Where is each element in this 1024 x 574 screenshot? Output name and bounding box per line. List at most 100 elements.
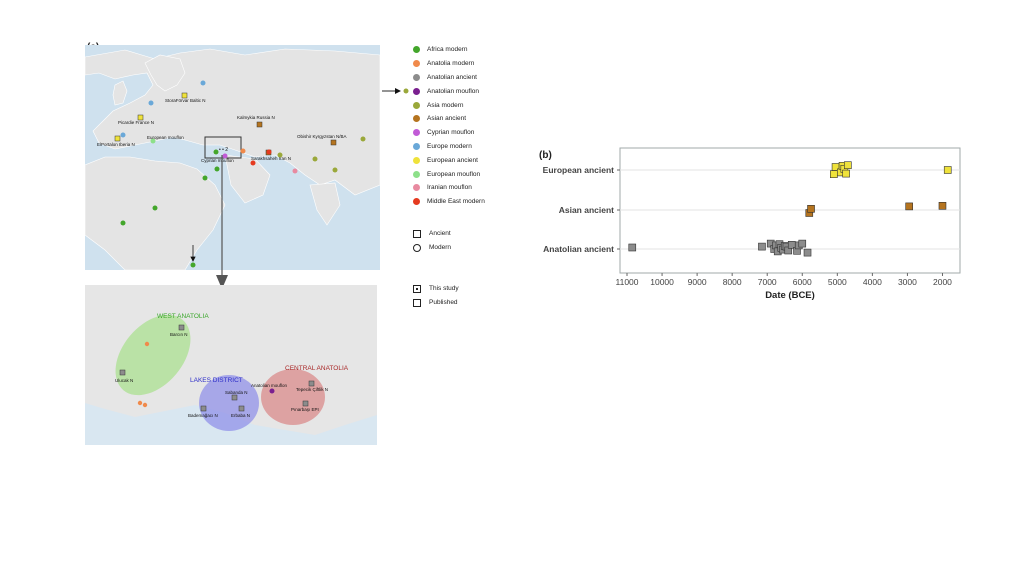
map-label: Cyprian mouflon <box>201 158 234 163</box>
legend-label: Europe modern <box>427 142 472 150</box>
x-tick-label: 7000 <box>758 277 777 287</box>
x-tick-label: 2000 <box>933 277 952 287</box>
world-map-svg: • • 2 <box>85 48 380 270</box>
west-anatolia-region <box>115 314 191 396</box>
data-point <box>628 243 637 252</box>
arrow-head <box>190 256 196 262</box>
legend-label: European mouflon <box>427 170 481 178</box>
data-point <box>803 248 812 257</box>
site-label: Barcın N <box>170 332 188 337</box>
legend-row: Asia modern <box>413 98 485 112</box>
legend-row: European mouflon <box>413 167 485 181</box>
legend-row: Iranian mouflon <box>413 181 485 195</box>
point-middle-east-modern <box>250 160 256 166</box>
map-label: Kalmykia Russia N <box>237 115 275 120</box>
legend-color-swatch <box>413 170 420 178</box>
point-asian-ancient <box>256 121 263 128</box>
legend-label: European ancient <box>427 156 478 164</box>
published-icon <box>413 298 421 307</box>
data-point <box>844 161 852 170</box>
point-africa-modern <box>152 205 158 211</box>
y-tick-label: European ancient <box>543 165 614 175</box>
map-label: Sarakhsaheh Iran N <box>251 156 291 161</box>
point-middle-east-modern <box>266 149 272 155</box>
data-point <box>943 166 952 174</box>
legend-label: Cyprian mouflon <box>427 129 475 137</box>
legend-color-swatch <box>413 198 420 206</box>
legend-row: European ancient <box>413 153 485 167</box>
site-marker <box>200 405 207 412</box>
x-tick-label: 11000 <box>616 277 639 287</box>
data-point <box>830 170 838 179</box>
site-marker <box>231 394 238 401</box>
panel-b-label: (b) <box>539 150 552 161</box>
modern-circle-icon <box>413 243 421 252</box>
site-label: Anatolian mouflon <box>251 383 288 388</box>
x-tick-label: 8000 <box>723 277 742 287</box>
mouflon-point <box>269 388 275 394</box>
legend-label: This study <box>429 285 459 293</box>
inset-marks: • • 2 <box>219 147 228 153</box>
region-label-central: CENTRAL ANATOLIA <box>285 365 349 372</box>
x-tick-label: 4000 <box>863 277 882 287</box>
legend-color-swatch <box>413 115 420 123</box>
map-label: European mouflon <box>147 135 184 140</box>
legend-row: Anatolia modern <box>413 57 485 71</box>
site-marker <box>119 369 126 376</box>
data-point <box>798 239 807 248</box>
india-landmass <box>309 182 341 226</box>
central-anatolia-region <box>261 369 325 425</box>
legend-color-swatch <box>413 73 420 81</box>
legend-label: Africa modern <box>427 46 468 54</box>
legend-label: Asia modern <box>427 101 464 109</box>
point-europe-modern <box>148 100 154 106</box>
data-point <box>807 205 815 213</box>
zoom-connector <box>216 155 228 289</box>
site-marker <box>302 400 309 407</box>
site-marker <box>178 324 185 331</box>
map-label: ElPortalon Iberia N <box>97 142 135 147</box>
legend-row: Europe modern <box>413 140 485 154</box>
legend-label: Ancient <box>429 230 451 238</box>
lakes-district-region <box>199 375 259 431</box>
legend-label: Anatolian mouflon <box>427 87 480 95</box>
point-africa-modern <box>190 262 196 268</box>
legend-label: Middle East modern <box>427 198 485 206</box>
map-label: Picardie France N <box>118 120 154 125</box>
legend-row: Asian ancient <box>413 112 485 126</box>
arabia-landmass <box>224 154 271 204</box>
region-label-lakes: LAKES DISTRICT <box>190 377 243 384</box>
britain-landmass <box>112 80 128 106</box>
world-map: • • 2 <box>85 45 380 270</box>
modern-point <box>142 402 148 408</box>
legend-row: Africa modern <box>413 43 485 57</box>
x-tick-label: 6000 <box>793 277 812 287</box>
x-tick-label: 5000 <box>828 277 847 287</box>
legend-label: Iranian mouflon <box>427 184 472 192</box>
point-asia-modern <box>312 156 318 162</box>
legend-color-swatch <box>413 60 420 68</box>
point-europe-modern <box>120 132 126 138</box>
site-label: Ulucak N <box>115 378 133 383</box>
legend-color-swatch <box>413 142 420 150</box>
legend-label: Modern <box>429 244 452 252</box>
y-tick-label: Asian ancient <box>559 205 614 215</box>
point-europe-modern <box>200 80 206 86</box>
point-asian-ancient <box>330 139 337 146</box>
anatolia-zoom-map: WEST ANATOLIA LAKES DISTRICT CENTRAL ANA… <box>85 285 377 445</box>
point-anatolia-modern <box>240 148 246 154</box>
point-iranian-mouflon <box>292 168 298 174</box>
modern-point <box>137 400 143 406</box>
x-tick-label: 10000 <box>650 277 674 287</box>
y-tick-label: Anatolian ancient <box>543 244 614 254</box>
legend-row: Cyprian mouflon <box>413 126 485 140</box>
site-markers <box>119 324 315 412</box>
site-marker <box>238 405 245 412</box>
point-africa-modern <box>120 220 126 226</box>
site-label: Bademağacı N <box>188 413 218 418</box>
ancient-square-icon <box>413 229 421 238</box>
site-label: Erbaba N <box>231 413 250 418</box>
point-africa-modern <box>214 166 220 172</box>
legend-color-swatch <box>413 101 420 109</box>
legend-row: Anatolian mouflon <box>413 84 485 98</box>
